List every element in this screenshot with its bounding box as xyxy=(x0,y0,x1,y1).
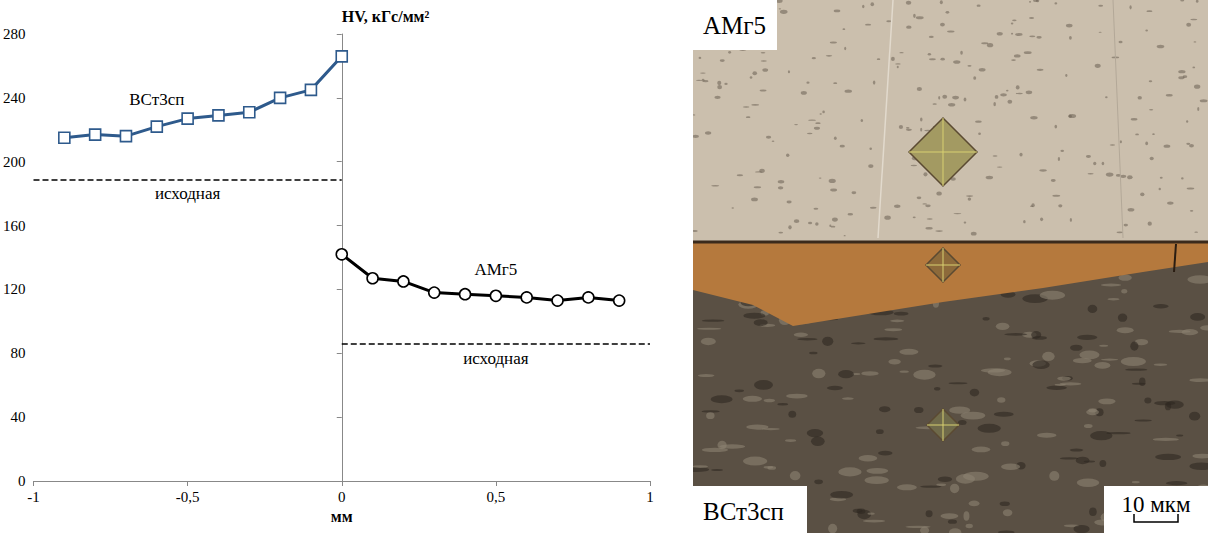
svg-text:АМг5: АМг5 xyxy=(703,12,766,39)
svg-text:160: 160 xyxy=(3,218,26,234)
svg-text:80: 80 xyxy=(11,345,26,361)
svg-text:0,5: 0,5 xyxy=(487,489,506,505)
svg-text:АМг5: АМг5 xyxy=(474,260,517,279)
svg-text:ВСт3сп: ВСт3сп xyxy=(703,498,784,525)
svg-text:1: 1 xyxy=(646,489,654,505)
svg-text:200: 200 xyxy=(3,154,26,170)
svg-text:40: 40 xyxy=(11,409,26,425)
svg-text:240: 240 xyxy=(3,90,26,106)
svg-text:исходная: исходная xyxy=(463,349,529,368)
svg-text:HV, кГс/мм²: HV, кГс/мм² xyxy=(342,8,430,25)
svg-text:120: 120 xyxy=(3,281,26,297)
svg-text:280: 280 xyxy=(3,26,26,42)
svg-text:мм: мм xyxy=(331,508,353,525)
svg-text:-1: -1 xyxy=(27,489,40,505)
svg-text:10 мкм: 10 мкм xyxy=(1121,492,1190,517)
svg-text:0: 0 xyxy=(338,489,346,505)
svg-text:0: 0 xyxy=(18,473,26,489)
svg-text:ВСт3сп: ВСт3сп xyxy=(129,90,184,109)
svg-text:исходная: исходная xyxy=(155,184,221,203)
svg-text:-0,5: -0,5 xyxy=(176,489,200,505)
